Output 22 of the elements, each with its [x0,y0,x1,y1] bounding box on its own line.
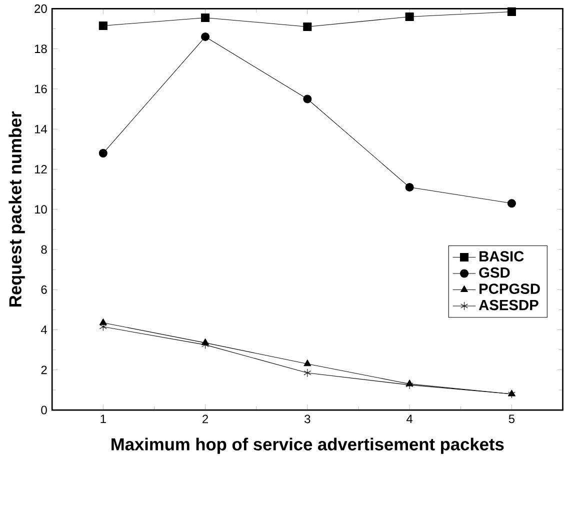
y-axis-title: Request packet number [8,111,25,306]
y-tick-label: 4 [40,325,48,334]
y-tick-label: 0 [41,406,47,414]
x-tick-label: 3 [304,414,310,424]
y-tick-label: 12 [34,164,47,174]
legend-label: PCPGSD [480,283,540,294]
x-tick-label: 1 [100,414,106,423]
y-tick-label: 14 [34,124,48,134]
y-tick-label: 18 [34,44,47,53]
legend-label: GSD [479,267,510,278]
y-tick-label: 6 [41,285,47,294]
x-tick-label: 4 [406,414,413,423]
y-tick-label: 20 [34,4,47,13]
y-tick-label: 2 [41,366,47,374]
y-tick-label: 10 [34,204,47,214]
x-axis-title: Maximum hop of service advertisement packets [112,438,504,454]
x-tick-label: 5 [508,414,515,423]
legend-label: ASESDP [478,300,538,310]
x-tick-label: 2 [202,414,208,423]
y-tick-label: 16 [34,84,47,94]
legend-label: BASIC [480,250,524,262]
y-tick-label: 8 [41,245,47,254]
